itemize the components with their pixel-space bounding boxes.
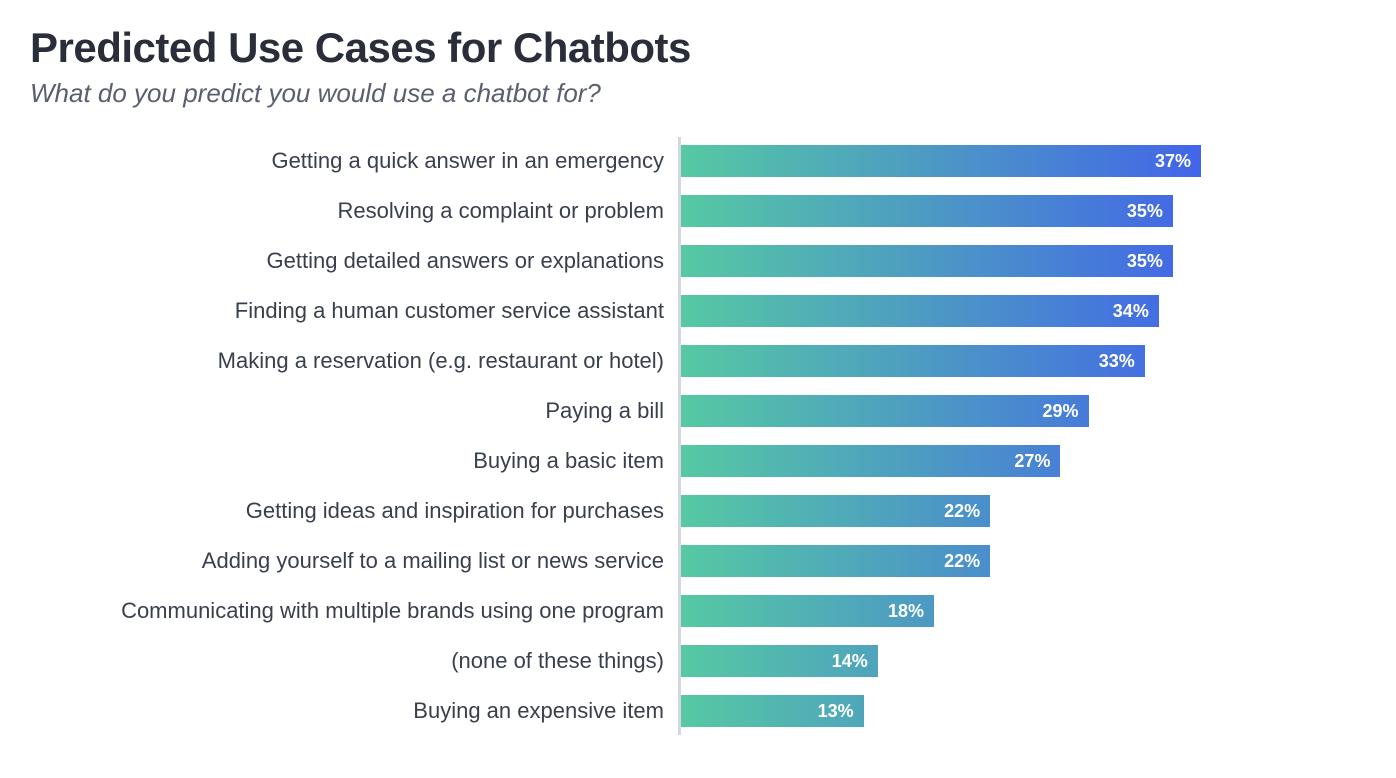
bar: 22% <box>681 495 990 527</box>
bar-value-label: 34% <box>1113 301 1149 322</box>
bar: 18% <box>681 595 934 627</box>
bar-area: 37% <box>678 143 1366 179</box>
chart-row: Resolving a complaint or problem 35% <box>30 193 1366 229</box>
bar-value-label: 22% <box>944 501 980 522</box>
chart-row: Communicating with multiple brands using… <box>30 593 1366 629</box>
chart-row: Paying a bill 29% <box>30 393 1366 429</box>
bar-label: Getting a quick answer in an emergency <box>30 148 678 174</box>
bar-label: Paying a bill <box>30 398 678 424</box>
bar-label: Buying an expensive item <box>30 698 678 724</box>
bar-label: Making a reservation (e.g. restaurant or… <box>30 348 678 374</box>
bar: 35% <box>681 245 1173 277</box>
bar-label: Buying a basic item <box>30 448 678 474</box>
bar-area: 34% <box>678 293 1366 329</box>
bar-value-label: 13% <box>818 701 854 722</box>
bar: 22% <box>681 545 990 577</box>
chart-rows: Getting a quick answer in an emergency 37… <box>30 143 1366 729</box>
bar-label: Adding yourself to a mailing list or new… <box>30 548 678 574</box>
bar: 34% <box>681 295 1159 327</box>
bar: 14% <box>681 645 878 677</box>
chart-row: Adding yourself to a mailing list or new… <box>30 543 1366 579</box>
bar-label: (none of these things) <box>30 648 678 674</box>
bar-label: Communicating with multiple brands using… <box>30 598 678 624</box>
bar-value-label: 14% <box>832 651 868 672</box>
bar-area: 22% <box>678 543 1366 579</box>
bar-value-label: 29% <box>1043 401 1079 422</box>
chart-row: Buying a basic item 27% <box>30 443 1366 479</box>
chart-row: Getting detailed answers or explanations… <box>30 243 1366 279</box>
chart-subtitle: What do you predict you would use a chat… <box>30 78 1366 109</box>
bar-area: 18% <box>678 593 1366 629</box>
bar-area: 29% <box>678 393 1366 429</box>
bar-area: 22% <box>678 493 1366 529</box>
chart-row: Buying an expensive item 13% <box>30 693 1366 729</box>
bar: 29% <box>681 395 1089 427</box>
bar-area: 14% <box>678 643 1366 679</box>
bar-area: 35% <box>678 193 1366 229</box>
bar-label: Getting detailed answers or explanations <box>30 248 678 274</box>
bar: 13% <box>681 695 864 727</box>
bar-area: 13% <box>678 693 1366 729</box>
bar-value-label: 18% <box>888 601 924 622</box>
bar-area: 35% <box>678 243 1366 279</box>
chart-row: Finding a human customer service assista… <box>30 293 1366 329</box>
bar-value-label: 35% <box>1127 251 1163 272</box>
bar-label: Finding a human customer service assista… <box>30 298 678 324</box>
bar-value-label: 27% <box>1014 451 1050 472</box>
bar: 27% <box>681 445 1060 477</box>
bar-value-label: 22% <box>944 551 980 572</box>
chart-row: (none of these things) 14% <box>30 643 1366 679</box>
bar-label: Getting ideas and inspiration for purcha… <box>30 498 678 524</box>
chart-row: Getting a quick answer in an emergency 37… <box>30 143 1366 179</box>
bar-value-label: 35% <box>1127 201 1163 222</box>
chart-row: Making a reservation (e.g. restaurant or… <box>30 343 1366 379</box>
bar: 35% <box>681 195 1173 227</box>
chart-title: Predicted Use Cases for Chatbots <box>30 24 1366 72</box>
bar-value-label: 33% <box>1099 351 1135 372</box>
bar-label: Resolving a complaint or problem <box>30 198 678 224</box>
chart-row: Getting ideas and inspiration for purcha… <box>30 493 1366 529</box>
bar-area: 27% <box>678 443 1366 479</box>
bar: 33% <box>681 345 1145 377</box>
bar-area: 33% <box>678 343 1366 379</box>
bar-value-label: 37% <box>1155 151 1191 172</box>
bar: 37% <box>681 145 1201 177</box>
bar-chart: Getting a quick answer in an emergency 37… <box>30 143 1366 729</box>
